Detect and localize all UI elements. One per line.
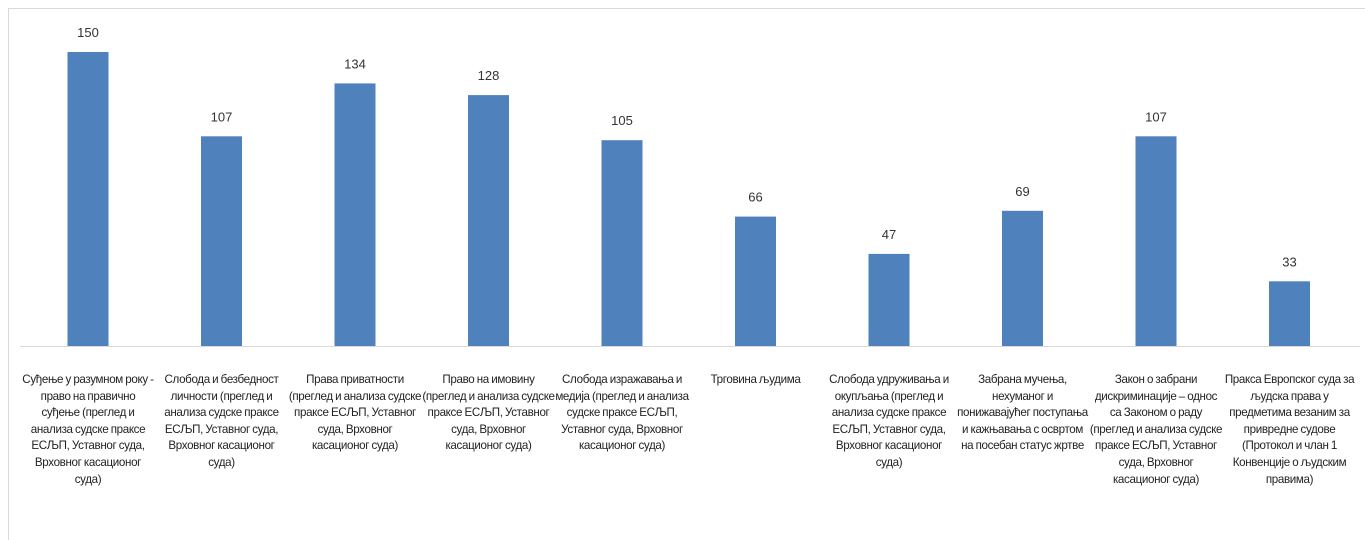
bar-9 (1135, 136, 1177, 346)
category-label-8: Забрана мучења, нехуманог и понижавајуће… (957, 373, 1088, 453)
bar-8 (1002, 210, 1043, 346)
bar-4 (468, 95, 509, 346)
category-label-5: Слобода изражавања и медија (преглед и а… (555, 373, 689, 453)
data-label-10: 33 (1282, 254, 1296, 269)
category-label-9: Закон о забрани дискриминације – однос с… (1089, 373, 1223, 486)
bar-2 (201, 136, 242, 346)
bar-5 (601, 140, 643, 346)
category-label-1: Суђење у разумном року - право на правич… (22, 373, 154, 486)
data-labels-group: 150 107 134 128 105 66 47 69 107 33 (77, 25, 1297, 269)
data-label-5: 105 (611, 113, 633, 128)
category-label-3: Права приватности (преглед и анализа суд… (288, 373, 422, 453)
bar-3 (334, 83, 376, 347)
category-label-7: Слобода удруживања и окупљања (преглед и… (829, 373, 949, 469)
data-label-3: 134 (344, 56, 366, 71)
data-label-9: 107 (1145, 109, 1167, 124)
data-label-6: 66 (748, 190, 762, 205)
bar-10 (1269, 281, 1310, 346)
bar-7 (868, 253, 910, 346)
category-label-2: Слобода и безбедност личности (преглед и… (164, 373, 279, 469)
bars-group (67, 52, 1310, 347)
category-label-6: Трговина људима (710, 373, 801, 386)
category-label-4: Право на имовину (преглед и анализа судс… (422, 373, 555, 453)
data-label-7: 47 (882, 227, 896, 242)
bar-6 (735, 216, 776, 346)
category-label-10: Пракса Европског суда за људска права у … (1224, 373, 1355, 486)
data-label-8: 69 (1015, 184, 1029, 199)
data-label-1: 150 (77, 25, 99, 40)
data-label-2: 107 (211, 109, 233, 124)
data-label-4: 128 (478, 68, 500, 83)
bar-1 (67, 52, 109, 346)
